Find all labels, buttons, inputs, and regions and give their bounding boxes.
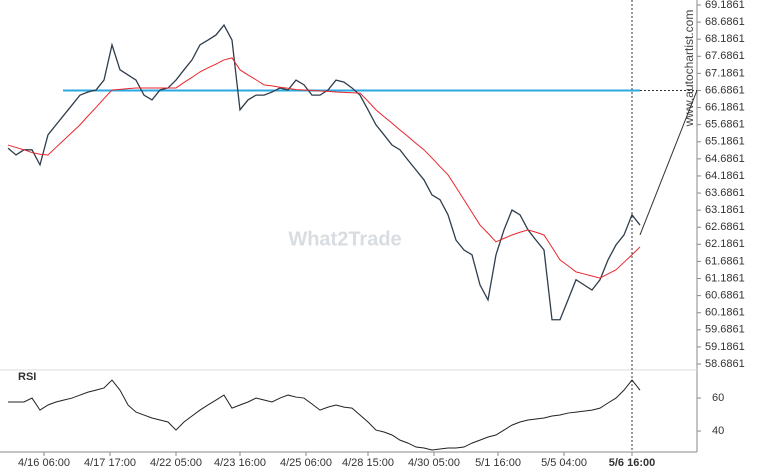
- rsi-tick-label: 40: [712, 425, 724, 437]
- y-tick-label: 67.6861: [705, 50, 745, 62]
- projection-line: [639, 90, 698, 236]
- y-tick-label: 61.6861: [705, 255, 745, 267]
- price-line: [7, 23, 641, 321]
- y-tick-label: 58.6861: [705, 358, 745, 370]
- y-tick-label: 65.6861: [705, 119, 745, 131]
- y-tick-label: 66.1861: [705, 101, 745, 113]
- y-tick-label: 63.1861: [705, 204, 745, 216]
- x-tick-label: 4/30 05:00: [408, 457, 460, 469]
- y-tick-label: 62.1861: [705, 238, 745, 250]
- y-tick-label: 67.1861: [705, 67, 745, 79]
- x-tick-label: 4/28 15:00: [342, 457, 394, 469]
- y-tick-label: 62.6861: [705, 221, 745, 233]
- y-tick-label: 60.1861: [705, 307, 745, 319]
- moving-average-line: [7, 57, 641, 279]
- x-tick-label: 4/17 17:00: [84, 457, 136, 469]
- y-tick-label: 59.1861: [705, 341, 745, 353]
- x-tick-label: 5/5 04:00: [541, 457, 587, 469]
- y-tick-label: 59.6861: [705, 324, 745, 336]
- y-tick-label: 64.1861: [705, 170, 745, 182]
- y-tick-label: 69.1861: [705, 0, 745, 11]
- y-tick-label: 63.6861: [705, 187, 745, 199]
- y-tick-label: 66.6861: [705, 84, 745, 96]
- x-tick-label: 4/16 06:00: [18, 457, 70, 469]
- y-tick-label: 64.6861: [705, 153, 745, 165]
- y-tick-label: 65.1861: [705, 136, 745, 148]
- watermark: What2Trade: [288, 228, 401, 250]
- rsi-tick-label: 60: [712, 392, 724, 404]
- y-tick-label: 68.1861: [705, 33, 745, 45]
- x-tick-label: 4/23 16:00: [214, 457, 266, 469]
- x-tick-label: 5/1 16:00: [475, 457, 521, 469]
- rsi-label: RSI: [18, 371, 36, 383]
- y-tick-label: 61.1861: [705, 272, 745, 284]
- x-tick-label: 4/25 06:00: [280, 457, 332, 469]
- x-tick-label: 5/6 16:00: [609, 457, 655, 469]
- x-tick-label: 4/22 05:00: [150, 457, 202, 469]
- rsi-line: [8, 379, 641, 451]
- y-tick-label: 68.6861: [705, 16, 745, 28]
- source-label: www.autochartist.com: [682, 10, 696, 128]
- y-tick-label: 60.6861: [705, 290, 745, 302]
